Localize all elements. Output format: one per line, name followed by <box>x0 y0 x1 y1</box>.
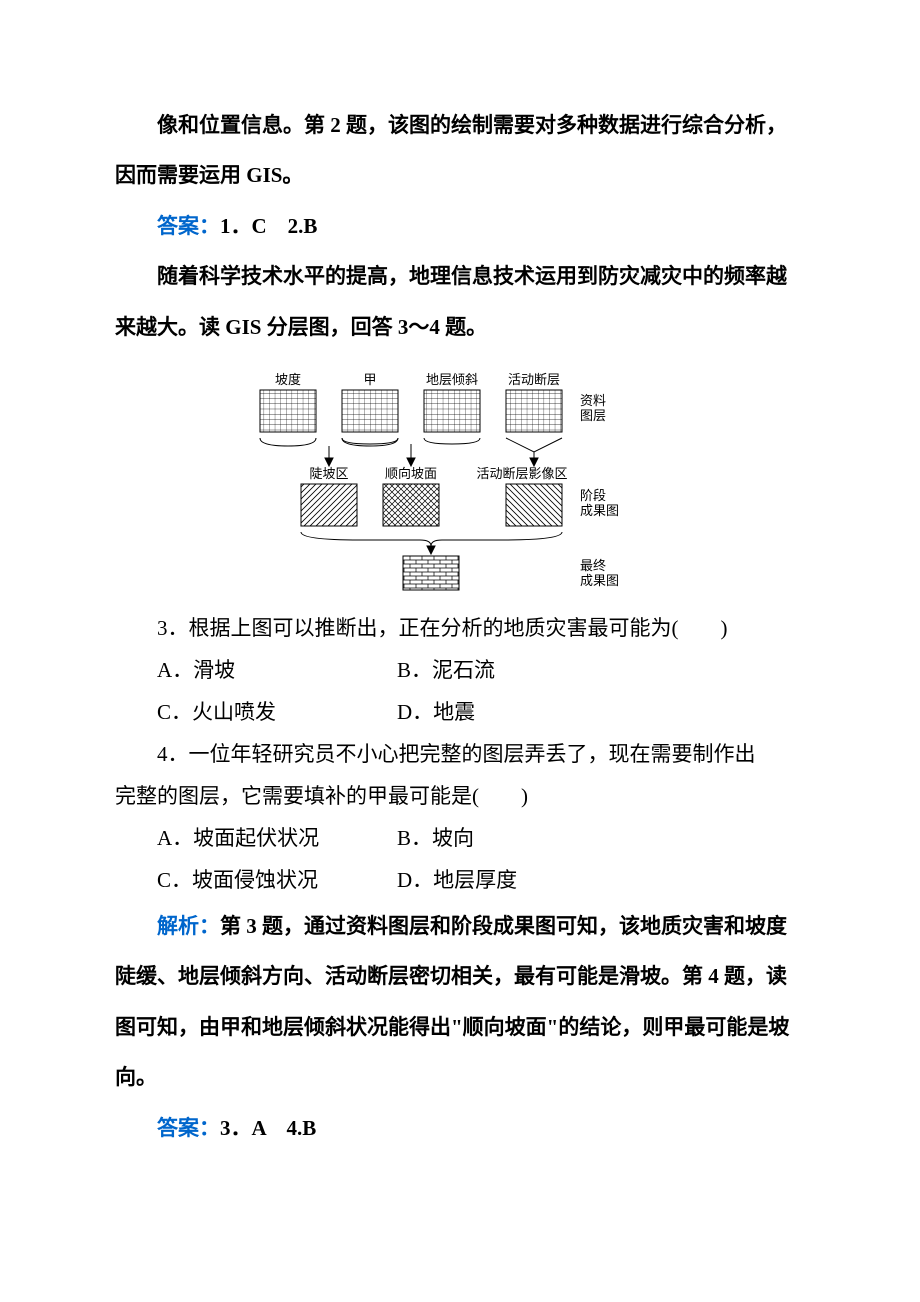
gis-layer-diagram: 坡度 甲 地层倾斜 活动断层 资料 图层 陡坡区 <box>230 372 690 592</box>
q3-stem: 3．根据上图可以推断出，正在分析的地质灾害最可能为( ) <box>115 607 805 649</box>
q3-options: A．滑坡 B．泥石流 C．火山喷发 D．地震 <box>157 649 805 733</box>
box-slope <box>260 390 316 432</box>
q3-option-d: D．地震 <box>397 691 637 733</box>
answer-text-2: 3．A 4.B <box>220 1116 316 1140</box>
box-jia <box>342 390 398 432</box>
label-jia: 甲 <box>363 372 376 387</box>
right-label-1a: 资料 <box>580 393 606 408</box>
q4-option-b: B．坡向 <box>397 817 637 859</box>
context-paragraph: 随着科学技术水平的提高，地理信息技术运用到防灾减灾中的频率越来越大。读 GIS … <box>115 251 805 352</box>
final-row: 最终 成果图 <box>403 556 619 590</box>
q4-stem-line2: 完整的图层，它需要填补的甲最可能是( ) <box>115 775 805 817</box>
q4-stem-line1: 4．一位年轻研究员不小心把完整的图层弄丢了，现在需要制作出 <box>115 733 805 775</box>
answer-text-1: 1．C 2.B <box>220 214 317 238</box>
q4-option-d: D．地层厚度 <box>397 859 637 901</box>
q4-option-a: A．坡面起伏状况 <box>157 817 397 859</box>
q3-option-c: C．火山喷发 <box>157 691 397 733</box>
label-fault-img: 活动断层影像区 <box>476 466 567 481</box>
analysis-label: 解析： <box>157 914 220 938</box>
answer-label-2: 答案： <box>157 1116 220 1140</box>
label-fault: 活动断层 <box>508 372 560 387</box>
box-final <box>403 556 459 590</box>
label-tilt: 地层倾斜 <box>426 372 478 387</box>
label-steep: 陡坡区 <box>309 466 348 481</box>
box-steep <box>301 484 357 526</box>
analysis-text: 第 3 题，通过资料图层和阶段成果图可知，该地质灾害和坡度陡缓、地层倾斜方向、活… <box>115 914 789 1089</box>
right-label-2b: 成果图 <box>580 503 619 518</box>
right-label-3b: 成果图 <box>580 573 619 588</box>
q4-options: A．坡面起伏状况 B．坡向 C．坡面侵蚀状况 D．地层厚度 <box>157 817 805 901</box>
right-label-2a: 阶段 <box>580 488 606 503</box>
top-row: 坡度 甲 地层倾斜 活动断层 资料 图层 <box>260 372 606 432</box>
label-dip: 顺向坡面 <box>385 466 437 481</box>
right-label-1b: 图层 <box>580 408 606 423</box>
connectors-top <box>260 438 562 466</box>
box-fault-img <box>506 484 562 526</box>
q3-option-b: B．泥石流 <box>397 649 637 691</box>
answer-label-1: 答案： <box>157 214 220 238</box>
q3-option-a: A．滑坡 <box>157 649 397 691</box>
box-dip <box>383 484 439 526</box>
answer-block-1: 答案：1．C 2.B <box>115 201 805 251</box>
mid-row: 陡坡区 顺向坡面 活动断层影像区 阶段 成果图 <box>301 466 619 526</box>
intro-paragraph: 像和位置信息。第 2 题，该图的绘制需要对多种数据进行综合分析，因而需要运用 G… <box>115 100 805 201</box>
page-content: 像和位置信息。第 2 题，该图的绘制需要对多种数据进行综合分析，因而需要运用 G… <box>0 0 920 1213</box>
label-slope: 坡度 <box>275 372 301 387</box>
analysis-paragraph: 解析：第 3 题，通过资料图层和阶段成果图可知，该地质灾害和坡度陡缓、地层倾斜方… <box>115 901 805 1103</box>
box-fault <box>506 390 562 432</box>
answer-block-2: 答案：3．A 4.B <box>115 1103 805 1153</box>
box-tilt <box>424 390 480 432</box>
right-label-3a: 最终 <box>580 558 606 573</box>
q4-option-c: C．坡面侵蚀状况 <box>157 859 397 901</box>
connectors-bottom <box>301 532 562 554</box>
